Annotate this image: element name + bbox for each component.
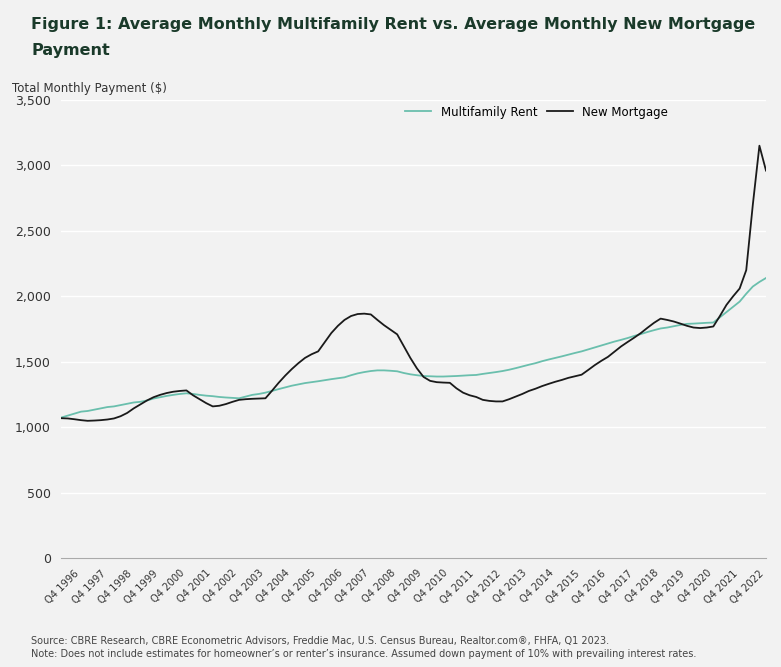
New Mortgage	[761, 167, 771, 175]
New Mortgage	[623, 338, 633, 346]
New Mortgage	[393, 330, 402, 338]
Multifamily Rent	[748, 283, 758, 291]
Multifamily Rent	[662, 323, 672, 331]
Multifamily Rent	[386, 367, 395, 375]
Text: Source: CBRE Research, CBRE Econometric Advisors, Freddie Mac, U.S. Census Burea: Source: CBRE Research, CBRE Econometric …	[31, 636, 609, 646]
New Mortgage	[56, 414, 66, 422]
Line: Multifamily Rent: Multifamily Rent	[61, 278, 766, 418]
New Mortgage	[754, 141, 764, 149]
New Mortgage	[669, 317, 679, 325]
Text: Figure 1: Average Monthly Multifamily Rent vs. Average Monthly New Mortgage: Figure 1: Average Monthly Multifamily Re…	[31, 17, 755, 31]
New Mortgage	[83, 417, 92, 425]
Text: Payment: Payment	[31, 43, 110, 58]
New Mortgage	[175, 387, 184, 395]
Multifamily Rent	[129, 398, 138, 406]
Text: Note: Does not include estimates for homeowner’s or renter’s insurance. Assumed : Note: Does not include estimates for hom…	[31, 649, 697, 659]
Multifamily Rent	[616, 336, 626, 344]
Multifamily Rent	[169, 391, 178, 399]
Line: New Mortgage: New Mortgage	[61, 145, 766, 421]
Multifamily Rent	[761, 274, 771, 282]
Legend: Multifamily Rent, New Mortgage: Multifamily Rent, New Mortgage	[405, 106, 669, 119]
New Mortgage	[683, 322, 692, 330]
New Mortgage	[136, 400, 145, 408]
Multifamily Rent	[56, 414, 66, 422]
Text: Total Monthly Payment ($): Total Monthly Payment ($)	[12, 82, 167, 95]
